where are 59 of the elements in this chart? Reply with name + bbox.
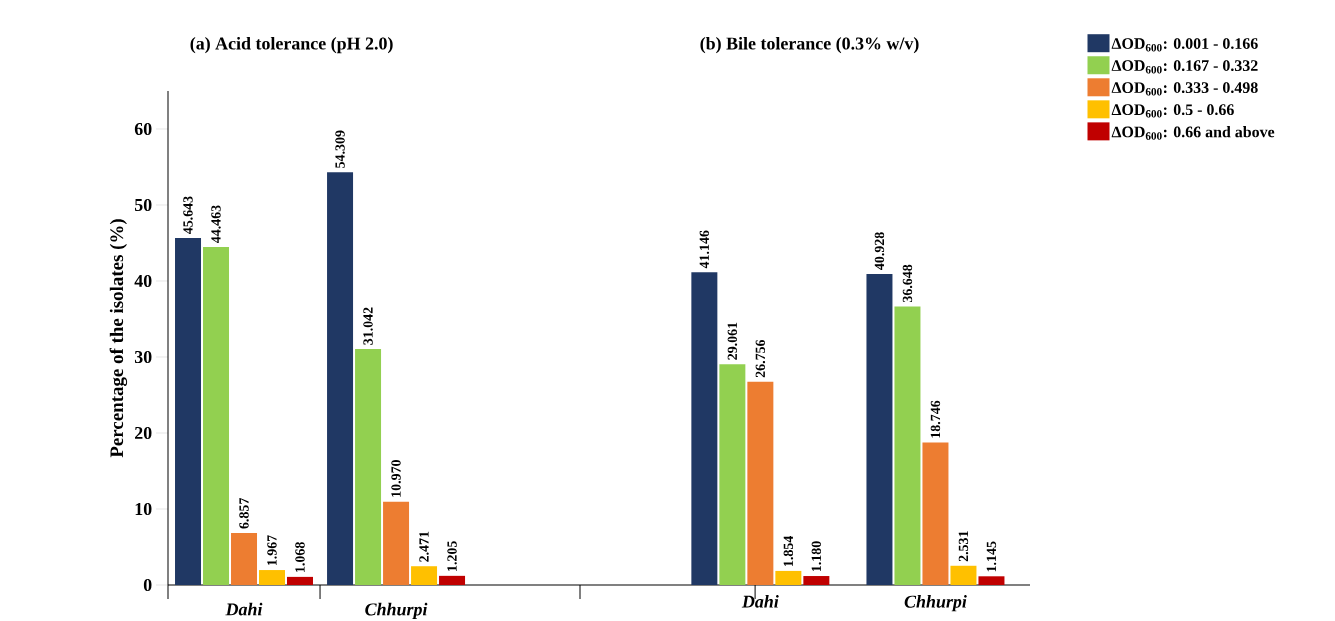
data-label: 18.746 <box>930 400 941 438</box>
bar <box>259 570 286 585</box>
bar <box>691 272 718 585</box>
data-label: 31.042 <box>363 307 373 345</box>
bar <box>203 247 230 585</box>
y-tick-label: 30 <box>134 350 152 364</box>
data-label: 1.145 <box>986 541 997 572</box>
x-tick-label: Chhurpi <box>365 602 428 620</box>
data-label: 44.463 <box>211 205 221 244</box>
bar <box>231 532 258 585</box>
y-tick-label: 40 <box>134 274 152 288</box>
bar <box>866 273 893 585</box>
bar <box>775 570 802 585</box>
data-label: 2.471 <box>419 531 429 562</box>
chart-title: (b) Bile tolerance (0.3% w/v) <box>700 36 919 54</box>
data-label: 45.643 <box>183 196 193 235</box>
y-tick-label: 0 <box>143 578 152 592</box>
data-label: 40.928 <box>874 232 885 270</box>
bar <box>950 565 977 585</box>
bar <box>411 566 438 585</box>
y-tick-label: 20 <box>135 426 152 440</box>
legend-label: ΔOD$_{600}$: 0.66 and above <box>1111 126 1275 140</box>
data-label: 41.146 <box>699 230 710 269</box>
data-label: 36.648 <box>902 264 913 303</box>
legend-label: ΔOD$_{600}$: 0.167 - 0.332 <box>1111 60 1258 74</box>
data-label: 2.531 <box>958 531 969 562</box>
x-tick-label: Dahi <box>225 602 263 616</box>
data-label: 54.309 <box>335 130 345 168</box>
bar <box>175 238 202 585</box>
legend-label: ΔOD$_{600}$: 0.5 - 0.66 <box>1111 104 1234 118</box>
data-label: 1.068 <box>295 542 305 572</box>
data-label: 1.205 <box>447 541 457 571</box>
data-label: 10.970 <box>391 459 401 497</box>
y-tick-label: 60 <box>134 122 152 136</box>
bar <box>978 576 1005 585</box>
bar <box>894 306 921 585</box>
data-label: 6.857 <box>239 498 249 529</box>
bar <box>439 575 466 585</box>
bar <box>327 172 354 585</box>
bar <box>719 364 746 585</box>
chart-title: (a) Acid tolerance (pH 2.0) <box>190 36 393 54</box>
bar <box>287 576 314 585</box>
data-label: 1.180 <box>811 541 822 572</box>
bar <box>747 381 774 585</box>
y-tick-label: 10 <box>135 502 152 516</box>
y-tick-label: 50 <box>134 198 152 212</box>
legend-label: ΔOD$_{600}$: 0.333 - 0.498 <box>1111 82 1258 96</box>
bar <box>922 442 949 585</box>
bar <box>383 501 410 585</box>
data-label: 26.756 <box>755 339 766 378</box>
x-tick-label: Dahi <box>741 595 779 608</box>
data-label: 1.854 <box>783 535 794 566</box>
data-label: 29.061 <box>727 322 738 360</box>
bar <box>803 576 830 585</box>
y-axis-title: Percentage of the isolates (%) <box>109 219 128 458</box>
legend-label: ΔOD$_{600}$: 0.001 - 0.166 <box>1111 38 1258 52</box>
data-label: 1.967 <box>267 535 277 566</box>
x-tick-label: Chhurpi <box>904 595 967 612</box>
bar <box>355 349 382 585</box>
